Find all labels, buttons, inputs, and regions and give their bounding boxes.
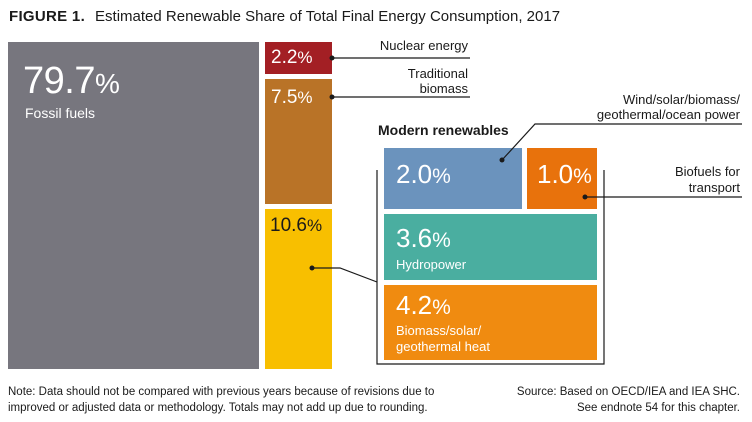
biofuels-dot: [582, 194, 588, 200]
pct-nuclear: %: [297, 48, 313, 67]
source-note: Source: Based on OECD/IEA and IEA SHC. S…: [450, 385, 740, 416]
traditional-dot: [329, 94, 335, 100]
chart-title: FIGURE 1. Estimated Renewable Share of To…: [9, 8, 560, 25]
value-biofuels: 1.0: [537, 159, 574, 189]
footnote: Note: Data should not be compared with p…: [8, 386, 435, 414]
pct-wind: %: [432, 165, 451, 188]
value-traditional: 7.5: [271, 87, 298, 108]
source-line-2: See endnote 54 for this chapter.: [576, 401, 740, 414]
callout-traditional-2: biomass: [419, 81, 468, 96]
treemap-tile-modern-renewables: 10.6%: [265, 209, 332, 369]
pct-fossil: %: [94, 68, 120, 99]
modern-connector: [312, 267, 378, 283]
wind-dot: [499, 157, 505, 163]
treemap-tile-wind-solar: 2.0%: [384, 148, 522, 209]
callout-biofuels-2: transport: [688, 180, 740, 195]
callout-traditional-1: Traditional: [407, 66, 468, 81]
title-text: Estimated Renewable Share of Total Final…: [95, 8, 561, 25]
callout-biofuels-1: Biofuels for: [674, 164, 740, 179]
callout-nuclear: Nuclear energy: [379, 38, 468, 53]
treemap-tile-nuclear: 2.2%: [265, 42, 332, 74]
treemap-tile-hydropower: 3.6% Hydropower: [384, 214, 597, 280]
label-hydro: Hydropower: [396, 257, 467, 272]
treemap-tile-biomass-heat: 4.2% Biomass/solar/ geothermal heat: [384, 285, 597, 360]
callout-wind-1: Wind/solar/biomass/: [622, 92, 740, 107]
treemap-tile-fossil-fuels: 79.7% Fossil fuels: [8, 42, 259, 369]
modern-dot: [309, 265, 315, 271]
figure-number: FIGURE 1.: [9, 8, 86, 25]
label-heat-2: geothermal heat: [396, 339, 490, 354]
treemap-tile-traditional-biomass: 7.5%: [265, 79, 332, 204]
nuclear-dot: [329, 55, 335, 61]
modern-bracket: [376, 170, 605, 365]
value-modern: 10.6: [270, 215, 307, 236]
pct-heat: %: [432, 296, 451, 319]
value-hydro: 3.6: [396, 223, 433, 253]
callout-wind-2: geothermal/ocean power: [596, 107, 740, 122]
value-nuclear: 2.2: [271, 47, 298, 68]
pct-modern: %: [306, 216, 323, 235]
label-fossil: Fossil fuels: [25, 105, 96, 121]
modern-renewables-heading: Modern renewables: [378, 122, 509, 138]
value-wind: 2.0: [396, 159, 433, 189]
label-heat-1: Biomass/solar/: [396, 323, 482, 338]
pct-hydro: %: [432, 229, 451, 252]
value-fossil: 79.7: [23, 60, 95, 102]
pct-biofuels: %: [573, 165, 592, 188]
pct-traditional: %: [297, 88, 313, 107]
wind-line: [501, 123, 742, 161]
value-heat: 4.2: [396, 290, 433, 320]
source-line-1: Source: Based on OECD/IEA and IEA SHC.: [516, 386, 740, 398]
